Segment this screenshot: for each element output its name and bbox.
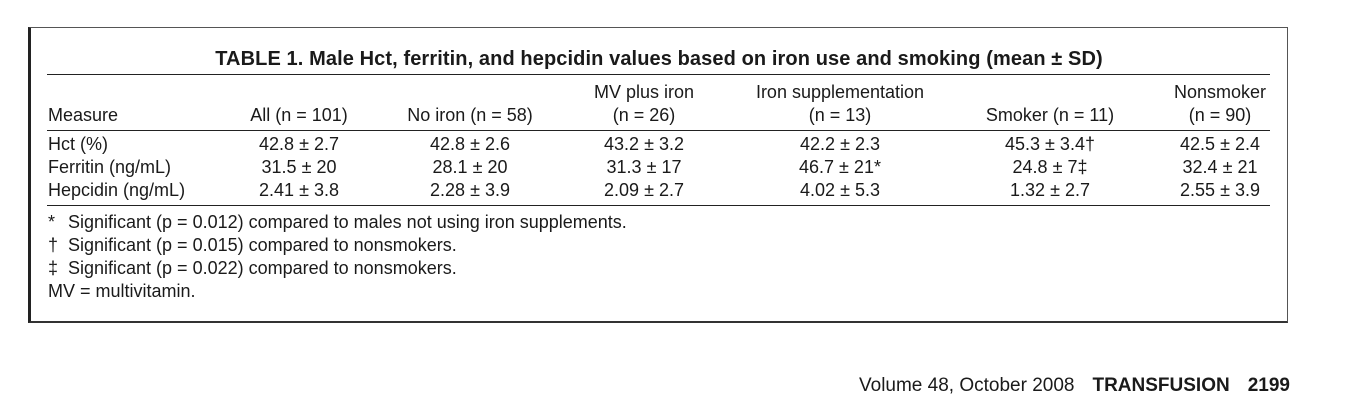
table-frame <box>28 27 1288 323</box>
footnote: MV = multivitamin. <box>48 280 196 303</box>
header-col-mv-line2: (n = 26) <box>612 105 676 125</box>
volume-info: Volume 48, October 2008 <box>859 375 1075 396</box>
table-cell: 42.8 ± 2.7 <box>259 134 339 154</box>
table-cell: 1.32 ± 2.7 <box>1010 180 1090 200</box>
title-rule <box>47 74 1270 75</box>
table-cell: 32.4 ± 21 <box>1182 157 1258 177</box>
header-rule <box>47 130 1270 131</box>
table-title: TABLE 1. Male Hct, ferritin, and hepcidi… <box>215 48 1103 70</box>
table-cell: 4.02 ± 5.3 <box>800 180 880 200</box>
table-cell: 45.3 ± 3.4† <box>1005 134 1095 154</box>
header-col-ironsupp-line2: (n = 13) <box>808 105 872 125</box>
page-number: 2199 <box>1247 375 1290 396</box>
journal-name: TRANSFUSION <box>1092 375 1230 396</box>
header-col-all: All (n = 101) <box>250 105 348 125</box>
row-label-ferritin: Ferritin (ng/mL) <box>48 157 172 177</box>
table-cell: 42.5 ± 2.4 <box>1180 134 1260 154</box>
row-label-hepcidin: Hepcidin (ng/mL) <box>48 180 186 200</box>
table-cell: 2.55 ± 3.9 <box>1180 180 1260 200</box>
header-col-noiron: No iron (n = 58) <box>407 105 533 125</box>
footnote-text: MV = multivitamin. <box>48 281 196 301</box>
table-cell: 31.3 ± 17 <box>606 157 682 177</box>
row-label-hct: Hct (%) <box>48 134 108 154</box>
header-measure: Measure <box>48 105 119 125</box>
page-footer: Volume 48, October 2008 TRANSFUSION 2199 <box>859 375 1290 397</box>
footnote: † Significant (p = 0.015) compared to non… <box>48 234 457 257</box>
header-col-nonsmoker-line2: (n = 90) <box>1188 105 1252 125</box>
header-col-nonsmoker-line1: Nonsmoker <box>1173 82 1267 102</box>
footnote: * Significant (p = 0.012) compared to mal… <box>48 211 627 234</box>
table-cell: 31.5 ± 20 <box>261 157 337 177</box>
footnote-text: Significant (p = 0.015) compared to nons… <box>68 235 457 255</box>
footnote-mark: † <box>48 235 59 255</box>
header-col-smoker: Smoker (n = 11) <box>985 105 1115 125</box>
footnote-mark: * <box>48 212 56 232</box>
footnote-text: Significant (p = 0.012) compared to male… <box>68 212 627 232</box>
body-rule <box>47 205 1270 206</box>
table-cell: 24.8 ± 7‡ <box>1012 157 1088 177</box>
table-cell: 28.1 ± 20 <box>432 157 508 177</box>
table-cell: 46.7 ± 21* <box>799 157 881 177</box>
table-cell: 43.2 ± 3.2 <box>604 134 684 154</box>
table-cell: 2.09 ± 2.7 <box>604 180 684 200</box>
table-cell: 2.28 ± 3.9 <box>430 180 510 200</box>
footnote-mark: ‡ <box>48 258 59 278</box>
header-col-ironsupp-line1: Iron supplementation <box>755 82 925 102</box>
table-cell: 2.41 ± 3.8 <box>259 180 339 200</box>
header-col-mv-line1: MV plus iron <box>593 82 695 102</box>
footnote: ‡ Significant (p = 0.022) compared to non… <box>48 257 457 280</box>
table-cell: 42.8 ± 2.6 <box>430 134 510 154</box>
table-cell: 42.2 ± 2.3 <box>800 134 880 154</box>
footnote-text: Significant (p = 0.022) compared to nons… <box>68 258 457 278</box>
